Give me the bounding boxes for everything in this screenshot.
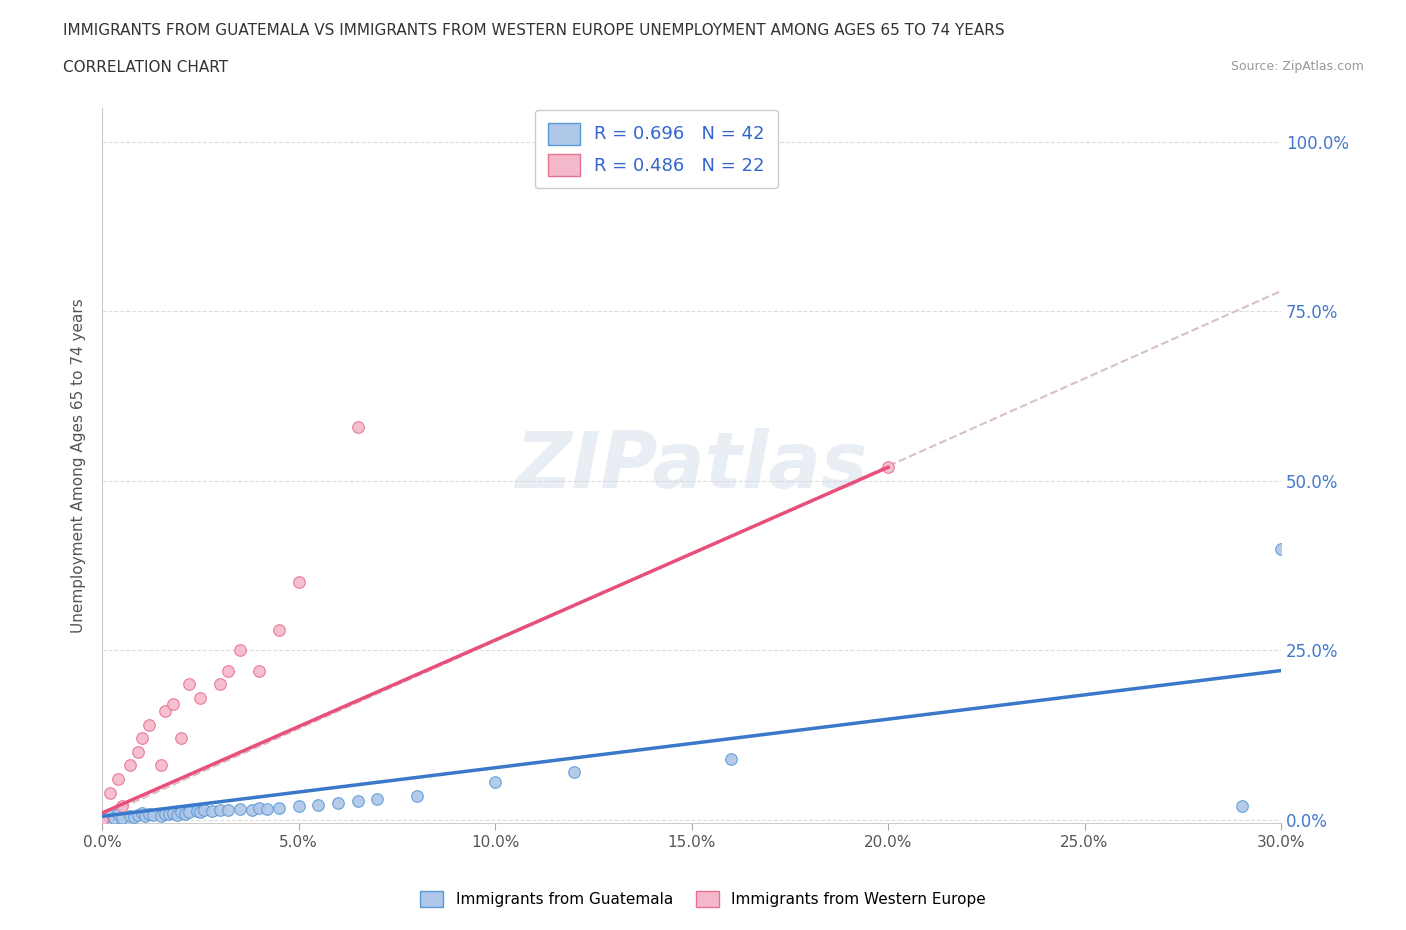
Point [122,809,145,824]
Point [190,804,212,819]
Point [127,745,149,760]
Text: IMMIGRANTS FROM GUATEMALA VS IMMIGRANTS FROM WESTERN EUROPE UNEMPLOYMENT AMONG A: IMMIGRANTS FROM GUATEMALA VS IMMIGRANTS … [63,23,1005,38]
Point [170,731,193,746]
Point [162,698,184,712]
Point [190,690,212,705]
Point [103,811,125,826]
Point [131,731,153,746]
Point [91,812,114,827]
Point [720,751,742,766]
Point [209,802,232,817]
Point [307,797,329,812]
Legend: R = 0.696   N = 42, R = 0.486   N = 22: R = 0.696 N = 42, R = 0.486 N = 22 [534,110,778,188]
Point [247,663,270,678]
Point [153,704,176,719]
Point [287,575,309,590]
Point [247,801,270,816]
Point [98,809,121,824]
Point [201,804,224,818]
Point [326,795,349,810]
Point [877,459,900,474]
Point [229,802,252,817]
Legend: Immigrants from Guatemala, Immigrants from Western Europe: Immigrants from Guatemala, Immigrants fr… [415,884,991,913]
Point [346,793,368,808]
Point [1230,799,1253,814]
Point [193,803,215,817]
Point [127,807,149,822]
Point [229,643,252,658]
Point [256,802,278,817]
Point [153,806,176,821]
Point [166,807,188,822]
Point [562,764,585,779]
Point [150,758,173,773]
Point [267,800,290,815]
Point [138,807,160,822]
Point [177,804,200,819]
Point [217,803,239,817]
Point [162,805,184,820]
Point [107,807,129,822]
Point [217,663,239,678]
Point [107,772,129,787]
Point [346,419,368,434]
Point [138,717,160,732]
Point [267,622,290,637]
Point [134,809,156,824]
Point [484,775,506,790]
Text: Source: ZipAtlas.com: Source: ZipAtlas.com [1230,60,1364,73]
Point [142,807,165,822]
Point [1270,541,1292,556]
Point [173,806,195,821]
Point [150,808,173,823]
Text: ZIPatlas: ZIPatlas [516,428,868,503]
Point [118,808,141,823]
Y-axis label: Unemployment Among Ages 65 to 74 years: Unemployment Among Ages 65 to 74 years [72,299,86,633]
Point [170,804,193,819]
Point [118,758,141,773]
Point [209,677,232,692]
Point [177,677,200,692]
Point [186,804,208,818]
Point [131,805,153,820]
Point [287,799,309,814]
Point [111,810,134,825]
Point [405,789,427,804]
Point [157,807,180,822]
Text: CORRELATION CHART: CORRELATION CHART [63,60,228,75]
Point [91,812,114,827]
Point [366,792,388,807]
Point [98,785,121,800]
Point [111,799,134,814]
Point [240,802,263,817]
